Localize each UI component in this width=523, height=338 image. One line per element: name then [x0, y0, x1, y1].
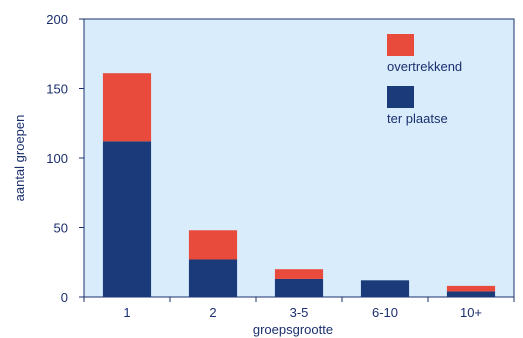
- bar-ter-plaatse-1: [102, 141, 152, 297]
- x-tick-label: 3-5: [290, 305, 309, 320]
- x-axis: 1 2 3-5 6-10 10+: [83, 297, 515, 320]
- bar-overtrekkend-10+: [446, 285, 496, 292]
- legend: overtrekkend ter plaatse: [387, 34, 462, 126]
- bar-ter-plaatse-2: [188, 259, 238, 297]
- x-tick-label: 6-10: [372, 305, 398, 320]
- y-tick-label: 0: [61, 290, 68, 305]
- x-tick-label: 1: [123, 305, 130, 320]
- x-axis-label: groepsgrootte: [253, 322, 333, 337]
- legend-label: ter plaatse: [387, 111, 448, 126]
- legend-label: overtrekkend: [387, 59, 462, 74]
- bar-ter-plaatse-10+: [446, 291, 496, 297]
- bar-ter-plaatse-3-5: [274, 278, 324, 297]
- legend-swatch-overtrekkend: [387, 34, 414, 56]
- legend-swatch-ter-plaatse: [387, 86, 414, 108]
- y-axis: 0 50 100 150 200: [46, 12, 84, 305]
- y-tick-label: 200: [46, 12, 68, 27]
- bar-overtrekkend-1: [102, 73, 152, 142]
- bars-group: [102, 73, 496, 297]
- y-axis-label: aantal groepen: [12, 115, 27, 202]
- y-tick-label: 50: [54, 221, 68, 236]
- bar-overtrekkend-3-5: [274, 269, 324, 279]
- bar-ter-plaatse-6-10: [360, 280, 410, 297]
- y-tick-label: 100: [46, 151, 68, 166]
- x-tick-label: 10+: [460, 305, 482, 320]
- plot-area: [83, 18, 515, 298]
- y-tick-label: 150: [46, 82, 68, 97]
- x-tick-label: 2: [209, 305, 216, 320]
- bar-overtrekkend-2: [188, 230, 238, 260]
